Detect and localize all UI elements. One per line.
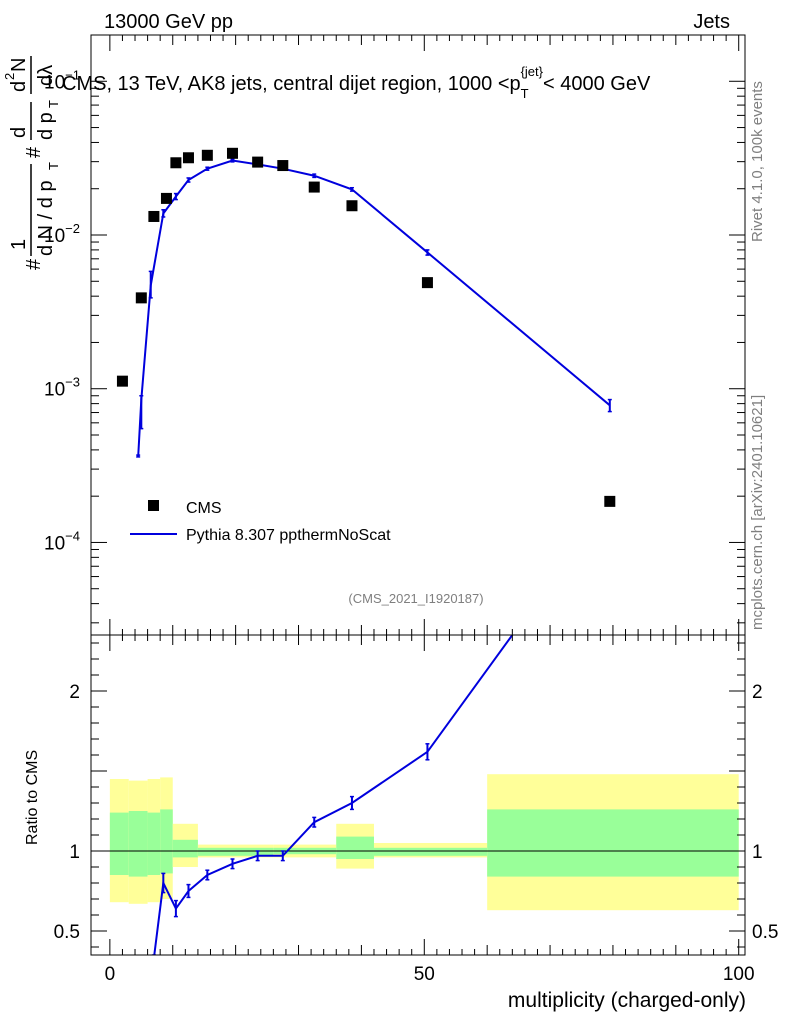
plot-title: CMS, 13 TeV, AK8 jets, central dijet reg…	[62, 64, 651, 101]
x-tick-label: 50	[414, 964, 435, 985]
y-label-d-den: d p	[35, 112, 57, 140]
plot-title-tail: < 4000 GeV	[543, 73, 651, 95]
cms-data-point	[148, 210, 160, 222]
ratio-band-inner	[336, 836, 374, 859]
cms-data-point	[226, 147, 238, 159]
legend-mc-label: Pythia 8.307 ppthermNoScat	[186, 527, 391, 544]
y-label-d-den-sub: T	[46, 100, 61, 108]
ratio-mc-line	[153, 635, 514, 955]
source-label: mcplots.cern.ch [arXiv:2401.10621]	[749, 395, 766, 630]
ratio-band-inner	[197, 847, 274, 856]
ratio-band-inner	[109, 812, 129, 875]
x-axis-label: multiplicity (charged-only)	[508, 989, 746, 1012]
rivet-version-label: Rivet 4.1.0, 100k events	[749, 81, 766, 242]
y-tick-label: 10−4	[44, 528, 80, 554]
ratio-y-tick-label-left: 0.5	[54, 922, 80, 943]
x-tick-label: 100	[723, 964, 755, 985]
cms-data-point	[346, 200, 358, 212]
y-label-frac-den: d N / d p	[35, 180, 57, 256]
ratio-panel-frame	[90, 634, 746, 956]
cms-data-point	[182, 152, 194, 164]
ratio-y-tick-label-right: 0.5	[752, 922, 778, 943]
y-label-hash-mid: #	[23, 146, 45, 158]
y-label-d2n-den: dλ	[35, 65, 57, 86]
y-label-d2n-sup: 2	[2, 73, 17, 80]
ratio-band-inner	[373, 847, 488, 856]
cms-data-point	[252, 156, 264, 168]
cms-data-point	[421, 277, 433, 289]
ratio-y-tick-label-left: 1	[69, 842, 80, 863]
y-axis-label: # 1 d N / d p T # d d p T d 2 N dλ	[2, 56, 61, 270]
plot-title-sub: T	[521, 86, 529, 101]
ratio-y-tick-label-left: 2	[69, 682, 80, 703]
y-tick-label: 10−2	[44, 221, 80, 247]
analysis-id: (CMS_2021_I1920187)	[348, 591, 483, 606]
cms-data-point	[170, 157, 182, 169]
legend-cms-label: CMS	[186, 500, 222, 517]
ratio-band-inner	[172, 839, 198, 858]
ratio-axis-label: Ratio to CMS	[24, 750, 41, 845]
y-tick-label: 10−1	[44, 67, 80, 93]
y-label-frac-den-sub: T	[46, 162, 61, 170]
y-label-frac-num: 1	[8, 239, 30, 250]
mc-line	[137, 159, 611, 457]
ratio-panel	[91, 635, 745, 955]
ratio-band-inner	[160, 809, 173, 874]
y-label-d2n-N: N	[8, 58, 30, 72]
y-tick-label: 10−3	[44, 375, 80, 401]
cms-data-point	[116, 375, 128, 387]
ratio-band-inner	[147, 812, 161, 875]
y-label-d-num: d	[8, 127, 30, 138]
energy-label: 13000 GeV pp	[104, 11, 233, 33]
plot-title-sup: {jet}	[521, 64, 544, 79]
plot-title-main: CMS, 13 TeV, AK8 jets, central dijet reg…	[62, 73, 521, 95]
cms-data-point	[308, 181, 320, 193]
legend-cms-marker	[148, 500, 159, 511]
category-label: Jets	[693, 11, 730, 33]
legend: CMS Pythia 8.307 ppthermNoScat	[130, 500, 391, 544]
ratio-band-inner	[128, 811, 148, 877]
y-label-hash-left: #	[23, 258, 45, 270]
cms-data-point	[135, 292, 147, 304]
ratio-y-tick-label-right: 1	[752, 842, 763, 863]
cms-data-point	[160, 192, 172, 204]
main-panel-frame	[90, 34, 746, 636]
x-tick-label: 0	[105, 964, 116, 985]
cms-data-point	[277, 160, 289, 172]
cms-data-point	[201, 149, 213, 161]
cms-data-point	[604, 495, 616, 507]
ratio-band-inner	[487, 809, 739, 877]
y-label-d2n-num: d	[8, 81, 30, 92]
ratio-y-tick-label-right: 2	[752, 682, 763, 703]
